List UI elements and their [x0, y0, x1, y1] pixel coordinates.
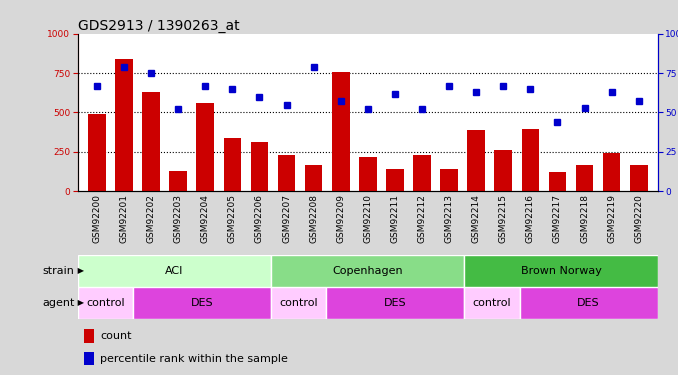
Bar [576, 165, 593, 191]
Bar [78, 255, 271, 287]
Text: GSM92220: GSM92220 [634, 194, 643, 243]
Bar [549, 172, 566, 191]
Text: GSM92211: GSM92211 [391, 194, 399, 243]
Bar [88, 114, 106, 191]
Bar [224, 138, 241, 191]
Bar [84, 329, 94, 343]
Text: GSM92210: GSM92210 [363, 194, 372, 243]
Text: GSM92206: GSM92206 [255, 194, 264, 243]
Bar [630, 165, 647, 191]
Text: GSM92219: GSM92219 [607, 194, 616, 243]
Bar [271, 287, 326, 319]
Bar [413, 155, 431, 191]
Bar [271, 255, 464, 287]
Bar [278, 155, 296, 191]
Bar [464, 287, 519, 319]
Text: GSM92202: GSM92202 [146, 194, 156, 243]
Bar [326, 287, 464, 319]
Bar [170, 171, 187, 191]
Text: GSM92208: GSM92208 [309, 194, 318, 243]
Text: GSM92213: GSM92213 [445, 194, 454, 243]
Text: control: control [473, 298, 511, 308]
Text: GSM92203: GSM92203 [174, 194, 182, 243]
Bar [521, 129, 539, 191]
Bar [359, 158, 376, 191]
Bar [519, 287, 658, 319]
Text: ▶: ▶ [75, 298, 84, 307]
Text: GDS2913 / 1390263_at: GDS2913 / 1390263_at [78, 19, 239, 33]
Bar [305, 165, 323, 191]
Text: Copenhagen: Copenhagen [332, 266, 403, 276]
Bar [142, 92, 160, 191]
Text: DES: DES [578, 298, 600, 308]
Text: control: control [279, 298, 318, 308]
Bar [197, 103, 214, 191]
Text: GSM92215: GSM92215 [499, 194, 508, 243]
Text: Brown Norway: Brown Norway [521, 266, 601, 276]
Text: GSM92201: GSM92201 [119, 194, 129, 243]
Text: count: count [100, 331, 132, 341]
Bar [464, 255, 658, 287]
Bar [78, 287, 133, 319]
Text: control: control [86, 298, 125, 308]
Text: GSM92209: GSM92209 [336, 194, 345, 243]
Text: percentile rank within the sample: percentile rank within the sample [100, 354, 288, 364]
Bar [603, 153, 620, 191]
Bar [467, 130, 485, 191]
Bar [133, 287, 271, 319]
Bar [332, 72, 350, 191]
Text: GSM92214: GSM92214 [472, 194, 481, 243]
Text: strain: strain [43, 266, 75, 276]
Text: GSM92200: GSM92200 [92, 194, 102, 243]
Bar [386, 169, 403, 191]
Bar [115, 59, 133, 191]
Bar [440, 169, 458, 191]
Text: GSM92207: GSM92207 [282, 194, 291, 243]
Bar [84, 352, 94, 365]
Bar [251, 142, 268, 191]
Text: GSM92205: GSM92205 [228, 194, 237, 243]
Bar [494, 150, 512, 191]
Text: ▶: ▶ [75, 266, 84, 275]
Text: GSM92217: GSM92217 [553, 194, 562, 243]
Text: GSM92212: GSM92212 [418, 194, 426, 243]
Text: DES: DES [191, 298, 214, 308]
Text: GSM92218: GSM92218 [580, 194, 589, 243]
Text: DES: DES [384, 298, 407, 308]
Text: GSM92204: GSM92204 [201, 194, 210, 243]
Text: agent: agent [42, 298, 75, 308]
Text: GSM92216: GSM92216 [526, 194, 535, 243]
Text: ACI: ACI [165, 266, 184, 276]
